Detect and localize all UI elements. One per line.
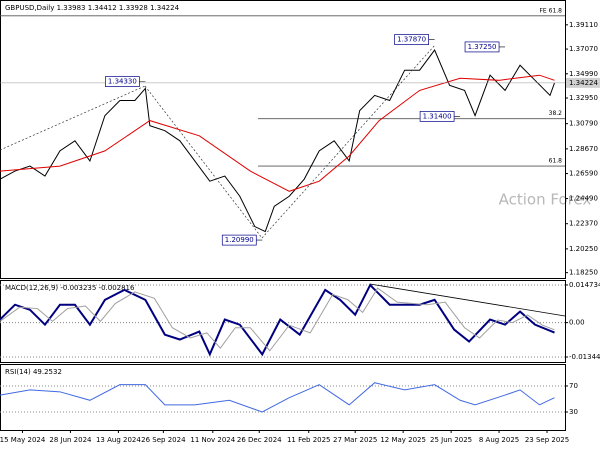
y-tick-label: 1.30790 bbox=[569, 120, 598, 128]
y-tick-label: 1.18250 bbox=[569, 269, 598, 277]
annotation-label: 1.31400 bbox=[423, 112, 452, 120]
panel-frame bbox=[0, 364, 566, 431]
y-tick-label: 1.32950 bbox=[569, 94, 598, 102]
x-tick-label: 11 Feb 2025 bbox=[287, 436, 331, 444]
x-tick-label: 27 Mar 2025 bbox=[333, 436, 377, 444]
annotation-box bbox=[394, 34, 429, 45]
panel-title: GBPUSD,Daily 1.33983 1.34412 1.33928 1.3… bbox=[5, 4, 180, 12]
annotation-label: 1.37250 bbox=[468, 43, 497, 51]
annotation-box bbox=[419, 111, 455, 122]
x-tick-label: 12 May 2025 bbox=[380, 436, 426, 444]
y-tick-label: 1.20250 bbox=[569, 245, 598, 253]
series-line bbox=[0, 382, 555, 413]
watermark: Action Forex bbox=[499, 191, 592, 209]
annotation-box bbox=[221, 234, 257, 246]
x-tick-label: 28 Jun 2024 bbox=[49, 436, 92, 444]
trendline bbox=[369, 283, 566, 317]
x-tick-label: 11 Nov 2024 bbox=[190, 436, 235, 444]
y-tick-label: 1.37070 bbox=[569, 45, 598, 53]
x-tick-label: 15 May 2024 bbox=[0, 436, 46, 444]
trendline bbox=[261, 44, 436, 239]
annotation-box bbox=[105, 76, 140, 87]
fib-label: FE 61.8 bbox=[539, 7, 562, 14]
y-tick-label: 1.26590 bbox=[569, 170, 598, 178]
last-price-label: 1.34224 bbox=[569, 79, 598, 87]
trendline bbox=[0, 85, 146, 151]
series-line bbox=[0, 49, 555, 233]
y-tick-label: 1.22370 bbox=[569, 220, 598, 228]
fib-label: 61.8 bbox=[549, 158, 563, 165]
y-tick-label: 70 bbox=[569, 382, 578, 390]
series-line bbox=[0, 287, 555, 352]
trendline bbox=[144, 85, 263, 239]
y-tick-label: 1.24490 bbox=[569, 195, 598, 203]
annotation-label: 1.37870 bbox=[397, 36, 426, 44]
y-tick-label: 0.014734 bbox=[569, 281, 600, 289]
y-tick-label: 1.39110 bbox=[569, 21, 598, 29]
panel-frame bbox=[0, 0, 566, 279]
annotation-label: 1.34330 bbox=[108, 78, 137, 86]
y-tick-label: 30 bbox=[569, 408, 578, 416]
series-line bbox=[0, 283, 555, 357]
panel-title: RSI(14) 49.2532 bbox=[5, 368, 62, 376]
x-tick-label: 26 Dec 2024 bbox=[237, 436, 282, 444]
annotation-label: 1.20990 bbox=[225, 236, 254, 244]
last-price-box bbox=[566, 77, 600, 88]
fib-label: 38.2 bbox=[549, 110, 563, 117]
y-tick-label: -0.013442 bbox=[569, 353, 600, 361]
y-tick-label: 1.34990 bbox=[569, 70, 598, 78]
x-tick-label: 25 Jun 2025 bbox=[430, 436, 472, 444]
series-line bbox=[0, 74, 555, 192]
x-tick-label: 13 Aug 2024 bbox=[96, 436, 141, 444]
y-tick-label: 0.00 bbox=[569, 319, 585, 327]
annotation-box bbox=[464, 41, 500, 53]
panel-title: MACD(12,26,9) -0.003235 -0.002816 bbox=[5, 284, 135, 292]
x-tick-label: 26 Sep 2024 bbox=[141, 436, 186, 444]
x-tick-label: 8 Aug 2025 bbox=[479, 436, 519, 444]
y-tick-label: 1.28670 bbox=[569, 145, 598, 153]
x-tick-label: 23 Sep 2025 bbox=[525, 436, 569, 444]
